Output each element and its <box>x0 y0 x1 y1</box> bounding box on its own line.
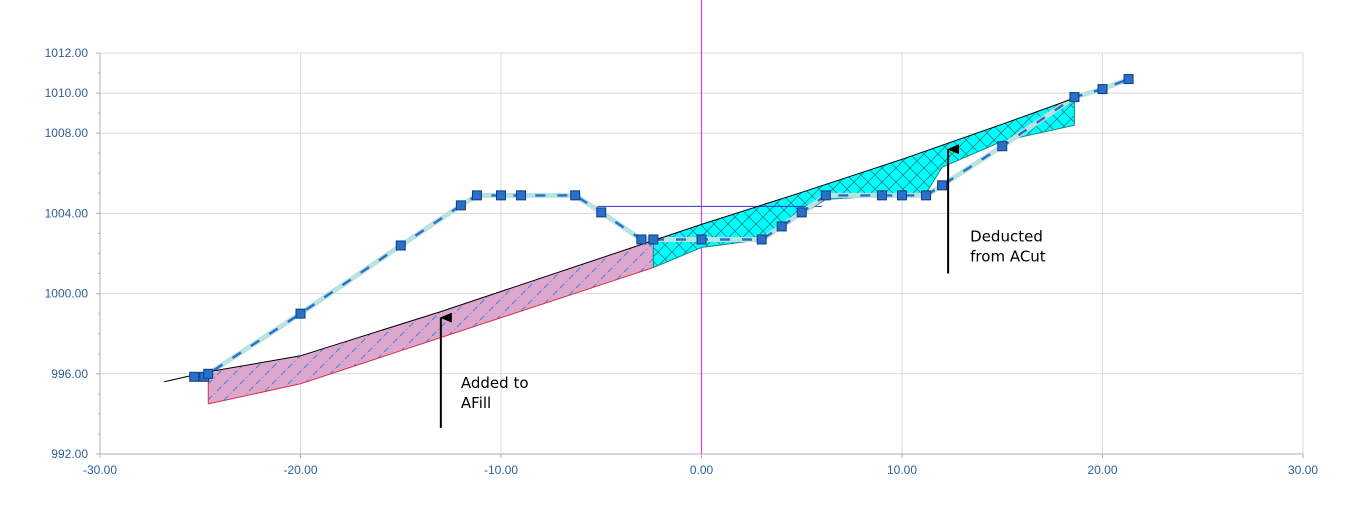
annotation-label: Added to <box>461 374 529 392</box>
design-surface-point <box>1069 92 1080 103</box>
y-tick-label: 1004.00 <box>45 206 89 220</box>
x-tick-label: 30.00 <box>1288 463 1318 477</box>
design-surface-point <box>395 240 406 251</box>
design-surface-point <box>516 190 527 201</box>
x-tick-label: 10.00 <box>887 463 917 477</box>
y-tick-label: 1012.00 <box>45 46 89 60</box>
axes: -30.00 -20.00 -10.00 0.00 10.00 20.00 30.00 992… <box>45 46 1319 477</box>
annotation-label: Deducted <box>970 227 1043 245</box>
design-surface-point <box>596 207 607 218</box>
x-tick-label: -20.00 <box>283 463 317 477</box>
design-surface-point <box>696 234 707 245</box>
y-tick-label: 1008.00 <box>45 126 89 140</box>
cut-area-hatch <box>653 98 1075 268</box>
design-surface-point <box>820 190 831 201</box>
design-surface-line <box>194 77 1130 378</box>
x-tick-label: -30.00 <box>83 463 117 477</box>
design-surface-point <box>648 234 659 245</box>
y-tick-label: 992.00 <box>51 447 88 461</box>
design-surface-point <box>189 371 200 382</box>
design-surface-point <box>1123 74 1134 85</box>
fill-area-bottom-edge <box>208 267 654 405</box>
design-surface-point <box>496 190 506 201</box>
design-surface-point <box>203 368 214 379</box>
design-surface-point <box>570 190 581 201</box>
series-markers <box>189 74 1134 382</box>
fill-area-hatch <box>208 240 654 404</box>
design-surface-point <box>455 200 466 211</box>
y-tick-label: 1000.00 <box>45 287 89 301</box>
design-surface-point <box>937 180 948 191</box>
y-tick-label: 1010.00 <box>45 86 89 100</box>
design-surface-point <box>1097 84 1108 95</box>
design-surface-point <box>921 190 932 201</box>
design-surface-point <box>876 190 887 201</box>
design-surface-point <box>897 190 907 201</box>
ground-line <box>164 97 1075 383</box>
design-surface-point <box>776 221 787 232</box>
design-surface-point <box>636 234 647 245</box>
x-tick-label: 20.00 <box>1087 463 1117 477</box>
annotation-label: from ACut <box>970 247 1046 265</box>
design-surface-point <box>756 234 767 245</box>
y-tick-label: 996.00 <box>51 367 88 381</box>
design-surface-point <box>796 207 807 218</box>
annotations: Added to AFill Deducted from ACut <box>439 144 1046 428</box>
x-tick-label: -10.00 <box>484 463 518 477</box>
annotation-label: AFill <box>461 394 491 412</box>
x-tick-label: 0.00 <box>690 463 714 477</box>
design-surface-point <box>997 141 1008 152</box>
design-surface-point <box>295 308 306 319</box>
area-regions <box>207 98 1075 405</box>
design-surface-point <box>471 190 482 201</box>
